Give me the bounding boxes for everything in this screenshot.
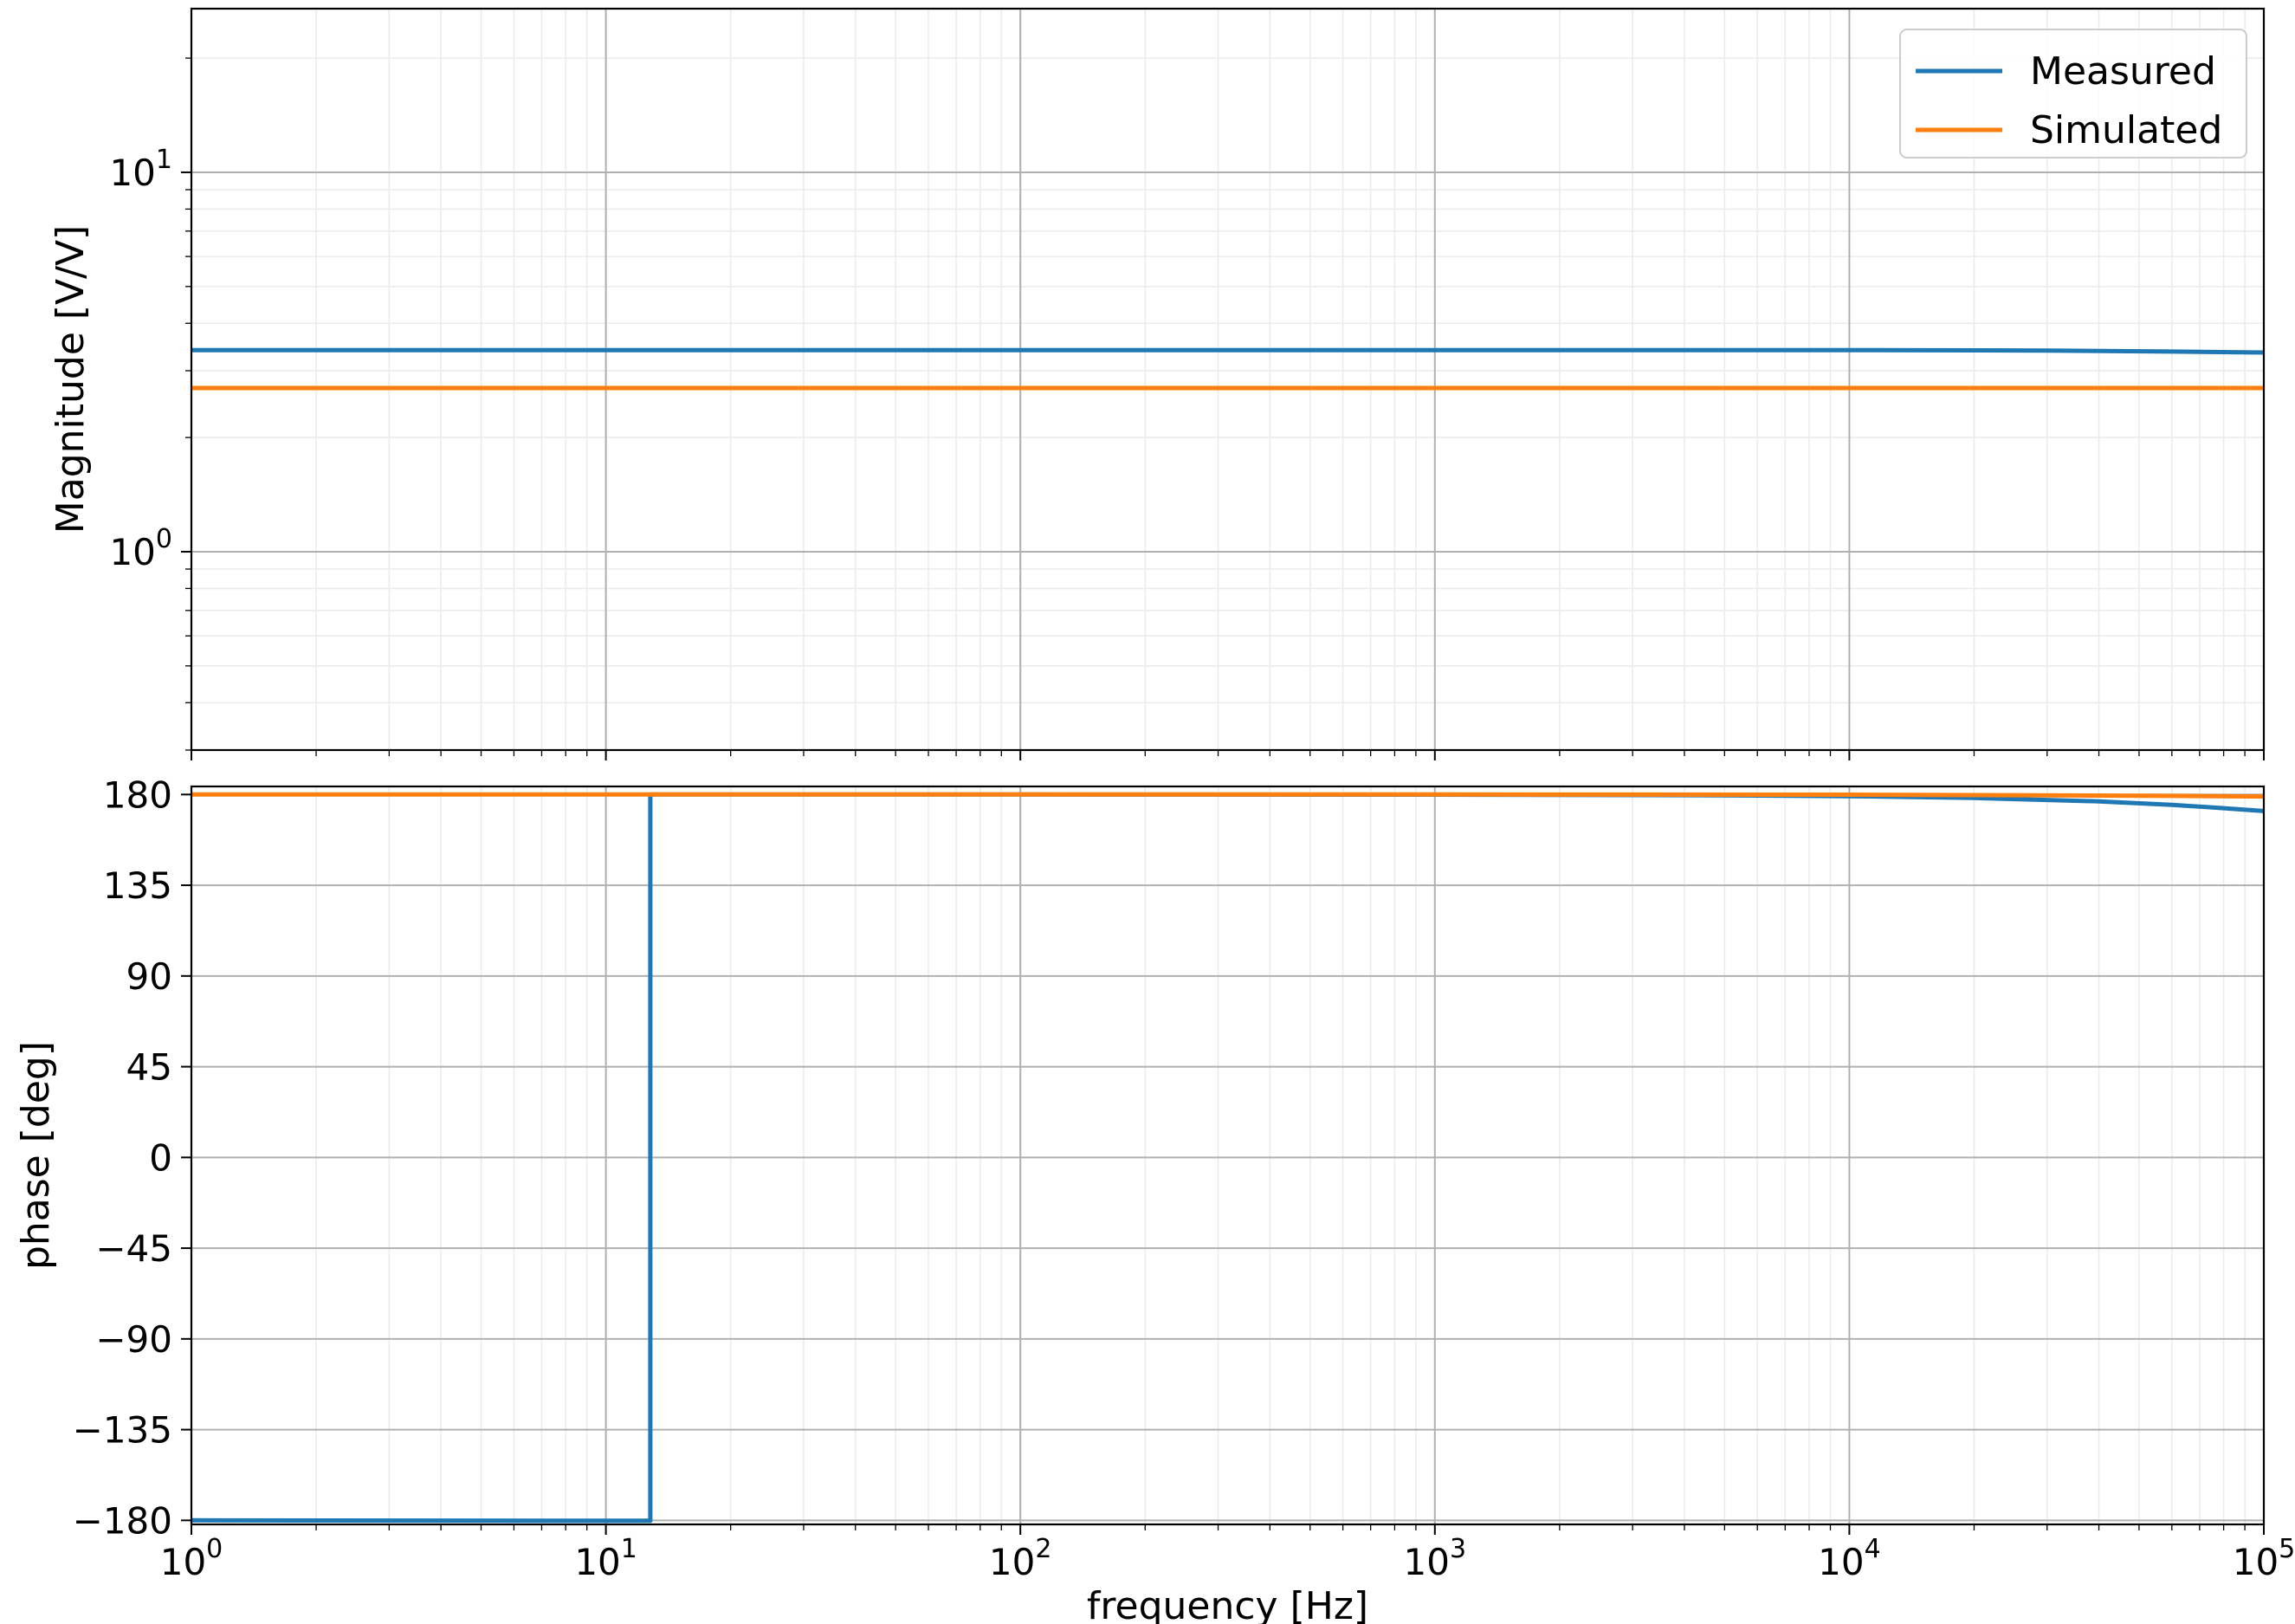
legend-label-measured: Measured <box>2030 49 2216 94</box>
x-tick-label: 101 <box>574 1534 637 1583</box>
x-tick-label-base: 10 <box>160 1541 206 1583</box>
x-tick-label-exponent: 5 <box>2279 1534 2295 1564</box>
y-tick-labels: 180 135 90 45 0 −45 −90 −135 −180 <box>73 773 172 1542</box>
y-tick-label: 135 <box>103 864 172 907</box>
minor-gridlines <box>185 9 2264 756</box>
x-tick-label-base: 10 <box>989 1541 1035 1583</box>
y-tick-label: −135 <box>73 1409 172 1452</box>
y-tick-label-base: 10 <box>109 531 155 573</box>
x-tick-label-exponent: 3 <box>1450 1534 1466 1564</box>
y-tick-label: 0 <box>149 1136 172 1179</box>
y-tick-label: −180 <box>73 1499 172 1542</box>
legend-label-simulated: Simulated <box>2030 108 2222 152</box>
x-tick-label: 105 <box>2233 1534 2295 1583</box>
y-tick-label: 45 <box>126 1046 172 1089</box>
x-tick-label-exponent: 1 <box>621 1534 637 1564</box>
y-tick-label: −90 <box>95 1318 172 1361</box>
x-tick-label-exponent: 0 <box>206 1534 223 1564</box>
axes-frame <box>190 7 2266 752</box>
x-tick-label: 104 <box>1818 1534 1881 1583</box>
y-tick-label-exponent: 0 <box>156 524 172 554</box>
y-tick-label-base: 10 <box>109 152 155 194</box>
series-lines <box>191 792 2265 1524</box>
x-tick-labels: 100 101 102 103 104 105 <box>160 1534 2295 1583</box>
x-tick-label-base: 10 <box>2233 1541 2279 1583</box>
series-line-measured <box>191 347 2265 355</box>
x-tick-label-exponent: 4 <box>1865 1534 1881 1564</box>
legend-box <box>1899 29 2247 159</box>
x-axis-label: frequency [Hz] <box>1087 1584 1368 1624</box>
y-axis-label: Magnitude [V/V] <box>48 225 93 534</box>
x-tick-label: 102 <box>989 1534 1052 1583</box>
x-tick-label-exponent: 2 <box>1035 1534 1051 1564</box>
axes-frame <box>190 785 2266 1526</box>
y-tick-label: 100 <box>109 524 172 573</box>
y-tick-label: −45 <box>95 1227 172 1270</box>
y-tick-label: 101 <box>109 145 172 194</box>
x-tick-label-base: 10 <box>1404 1541 1450 1583</box>
y-tick-label: 180 <box>103 773 172 816</box>
y-tick-label: 90 <box>126 955 172 998</box>
y-tick-label-exponent: 1 <box>156 145 172 175</box>
y-axis-label: phase [deg] <box>14 1041 58 1270</box>
series-lines <box>191 347 2265 391</box>
minor-gridlines <box>315 786 2246 1530</box>
series-line-simulated <box>191 792 2265 799</box>
x-tick-label-base: 10 <box>574 1541 620 1583</box>
x-tick-label: 100 <box>160 1534 223 1583</box>
x-tick-label-base: 10 <box>1818 1541 1864 1583</box>
legend: Measured Simulated <box>1899 29 2247 159</box>
x-tick-label: 103 <box>1404 1534 1467 1583</box>
